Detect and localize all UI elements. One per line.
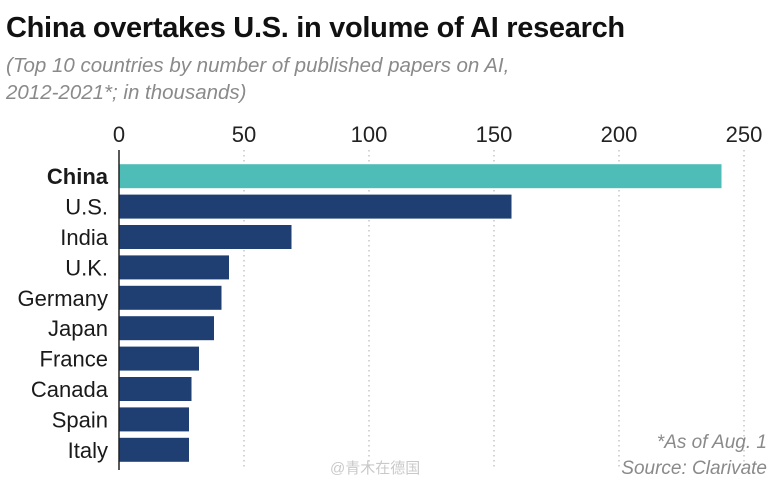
category-label: U.S.: [65, 195, 108, 220]
x-tick-label: 0: [113, 122, 125, 147]
footnote: *As of Aug. 1: [656, 432, 767, 453]
bar-japan: [119, 316, 214, 341]
bar-china: [119, 164, 722, 189]
x-tick-label: 200: [601, 122, 638, 147]
x-tick-label: 150: [476, 122, 513, 147]
chart-title: China overtakes U.S. in volume of AI res…: [6, 12, 625, 44]
bar-india: [119, 225, 292, 249]
bar-france: [119, 346, 199, 371]
x-tick-label: 50: [232, 122, 256, 147]
category-label: Spain: [52, 407, 108, 432]
chart-subtitle: (Top 10 countries by number of published…: [6, 52, 509, 106]
subtitle-line-1: (Top 10 countries by number of published…: [6, 54, 510, 77]
bar-germany: [119, 285, 222, 310]
watermark: @青木在德国: [330, 460, 421, 477]
bar-spain: [119, 407, 189, 432]
subtitle-line-2: 2012-2021*; in thousands): [6, 81, 247, 104]
category-label: Germany: [18, 286, 108, 311]
bar-italy: [119, 437, 189, 462]
bar-uk: [119, 255, 229, 280]
category-label: Italy: [68, 438, 108, 463]
bar-us: [119, 194, 512, 219]
category-label: U.K.: [65, 255, 108, 280]
category-label: France: [40, 347, 108, 372]
source-note: Source: Clarivate: [621, 458, 767, 479]
category-label: India: [60, 225, 108, 250]
category-label: China: [47, 164, 109, 189]
category-label: Japan: [48, 316, 108, 341]
x-tick-label: 250: [726, 122, 763, 147]
x-tick-label: 100: [351, 122, 388, 147]
category-label: Canada: [31, 377, 109, 402]
bar-canada: [119, 377, 192, 401]
